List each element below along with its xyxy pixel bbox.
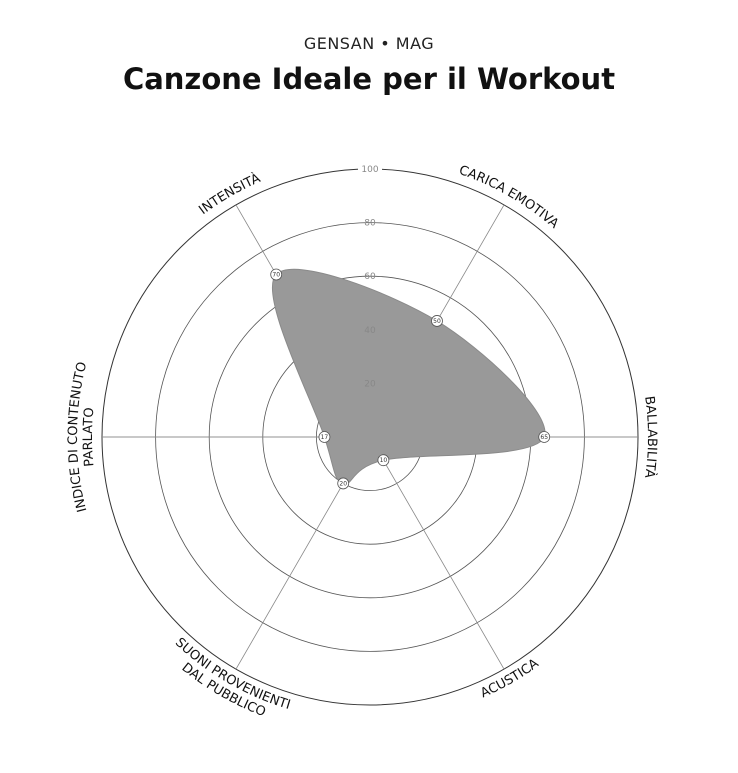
data-label-2: 65 — [540, 434, 548, 441]
tick-label-100: 100 — [361, 165, 378, 175]
data-point-2 — [538, 431, 551, 443]
data-point-1 — [431, 315, 443, 327]
data-point-5 — [318, 431, 331, 443]
data-label-1: 50 — [433, 318, 441, 325]
brand-line: GENSAN • MAG — [303, 34, 435, 53]
axis-label-1-line-1: CARICA EMOTIVA — [457, 163, 561, 232]
data-point-6 — [270, 268, 283, 281]
tick-label-20: 20 — [364, 379, 376, 389]
tick-label-40: 40 — [364, 326, 376, 336]
data-point-3 — [377, 454, 390, 467]
data-label-3: 10 — [380, 457, 388, 464]
axis-label-6-line-1: INTENSITÀ — [196, 170, 262, 218]
axis-label-3-line-1: ACUSTICA — [478, 656, 541, 701]
tick-label-60: 60 — [364, 272, 376, 282]
axis-spoke-3 — [369, 436, 505, 670]
data-label-5: 17 — [321, 434, 329, 441]
tick-bg-100 — [358, 163, 382, 174]
data-label-6: 70 — [272, 272, 280, 279]
axis-label-5-line-2: PARLATO — [81, 407, 98, 467]
chart-title: Canzone Ideale per il Workout — [122, 62, 616, 96]
data-area — [271, 268, 546, 485]
data-point-4 — [337, 477, 350, 490]
data-label-4: 20 — [339, 480, 347, 487]
axis-label-2-line-1: BALLABILITÀ — [641, 395, 659, 479]
tick-label-80: 80 — [364, 219, 376, 229]
